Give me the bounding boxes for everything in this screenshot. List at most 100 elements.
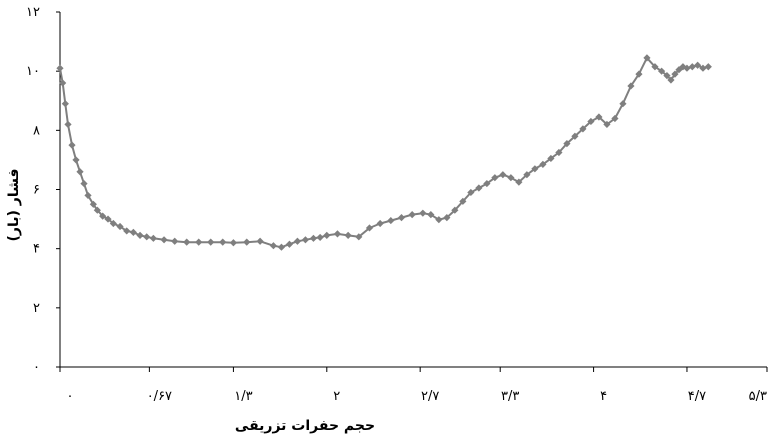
x-tick-label: ۲/۷	[421, 389, 439, 404]
data-point-marker	[704, 63, 712, 71]
data-point-marker	[195, 238, 203, 246]
data-point-marker	[635, 70, 643, 78]
data-point-marker	[531, 165, 539, 173]
data-point-marker	[443, 214, 451, 222]
data-point-marker	[333, 230, 342, 238]
y-tick-label: ۲	[33, 301, 40, 316]
data-point-marker	[571, 132, 579, 140]
data-point-marker	[419, 209, 427, 217]
data-point-marker	[229, 239, 238, 247]
data-point-marker	[515, 178, 523, 186]
y-axis-ticks: ۰ ۲ ۴ ۶ ۸ ۱۰ ۱۲	[26, 5, 60, 375]
data-point-marker	[587, 117, 595, 126]
data-point-marker	[104, 215, 112, 223]
data-point-marker	[694, 61, 702, 69]
x-axis-title: حجم حفرات تزریقی	[235, 418, 375, 434]
data-point-marker	[611, 114, 619, 123]
data-point-marker	[129, 228, 137, 236]
x-tick-label: ۰	[67, 389, 74, 404]
data-point-marker	[627, 82, 635, 90]
data-point-marker	[109, 219, 117, 228]
data-point-marker	[397, 214, 406, 222]
data-point-marker	[309, 234, 318, 242]
x-tick-label: ۴/۷	[688, 389, 706, 404]
data-point-marker	[603, 120, 611, 129]
series-line	[59, 56, 709, 249]
data-point-marker	[667, 76, 675, 84]
y-tick-label: ۴	[33, 242, 40, 257]
data-point-marker	[499, 171, 507, 179]
data-point-marker	[183, 238, 191, 246]
y-tick-label: ۶	[33, 183, 40, 198]
data-point-marker	[68, 141, 76, 149]
data-point-marker	[301, 236, 310, 244]
data-point-marker	[160, 236, 168, 244]
x-tick-label: ۲	[333, 389, 340, 404]
data-point-marker	[72, 156, 80, 164]
x-axis-ticks: ۰ ۰/۶۷ ۱/۳ ۲ ۲/۷ ۳/۳ ۴ ۴/۷ ۵/۳	[59, 367, 768, 404]
x-tick-label: ۵/۳	[749, 389, 767, 404]
data-point-marker	[219, 238, 227, 246]
data-point-marker	[663, 72, 671, 80]
data-point-marker	[285, 240, 294, 248]
data-point-marker	[56, 64, 64, 72]
data-point-marker	[84, 191, 92, 200]
y-tick-label: ۸	[33, 123, 40, 138]
data-point-marker	[688, 63, 696, 71]
data-point-marker	[293, 237, 302, 245]
data-point-marker	[89, 200, 97, 208]
data-point-marker	[256, 237, 264, 245]
data-point-marker	[658, 67, 666, 75]
y-tick-label: ۱۲	[26, 5, 40, 20]
data-point-marker	[93, 206, 101, 214]
data-point-marker	[64, 120, 72, 129]
data-point-marker	[76, 168, 84, 176]
data-point-marker	[459, 197, 467, 205]
data-point-marker	[467, 188, 475, 197]
data-point-marker	[143, 233, 151, 241]
data-point-marker	[61, 100, 69, 108]
x-tick-label: ۳/۳	[501, 389, 519, 404]
data-point-marker	[475, 184, 483, 192]
data-point-marker	[59, 79, 67, 87]
data-point-marker	[579, 125, 587, 133]
data-point-marker	[643, 54, 651, 62]
data-point-marker	[149, 234, 157, 242]
data-point-marker	[699, 64, 707, 72]
axes	[59, 12, 767, 368]
data-point-marker	[116, 222, 124, 231]
x-tick-label: ۱/۳	[234, 389, 252, 404]
data-point-marker	[355, 233, 363, 241]
data-point-marker	[365, 224, 374, 232]
data-point-marker	[171, 237, 179, 245]
series-layer	[56, 54, 712, 251]
data-point-marker	[507, 174, 515, 182]
x-tick-label: ۰/۶۷	[147, 389, 172, 404]
data-point-marker	[408, 211, 416, 219]
data-point-marker	[651, 63, 659, 71]
data-point-marker	[387, 216, 395, 225]
data-point-marker	[523, 171, 531, 179]
data-point-marker	[539, 160, 547, 168]
data-point-marker	[619, 100, 627, 108]
data-point-marker	[376, 219, 384, 228]
data-point-marker	[123, 227, 131, 235]
data-point-marker	[671, 70, 679, 78]
y-axis-title: فشار (بار)	[6, 169, 22, 242]
y-tick-label: ۱۰	[26, 64, 40, 79]
data-point-marker	[555, 148, 563, 157]
y-tick-label: ۰	[33, 360, 40, 375]
data-point-marker	[269, 242, 278, 250]
data-point-marker	[435, 216, 443, 224]
data-point-marker	[427, 211, 435, 219]
data-point-marker	[547, 154, 555, 163]
data-point-marker	[675, 66, 683, 74]
data-point-marker	[483, 179, 491, 188]
data-point-marker	[683, 64, 691, 72]
data-point-marker	[99, 212, 107, 220]
x-tick-label: ۴	[600, 389, 607, 404]
data-point-marker	[344, 231, 352, 239]
data-point-marker	[323, 231, 331, 239]
data-point-marker	[207, 238, 215, 246]
